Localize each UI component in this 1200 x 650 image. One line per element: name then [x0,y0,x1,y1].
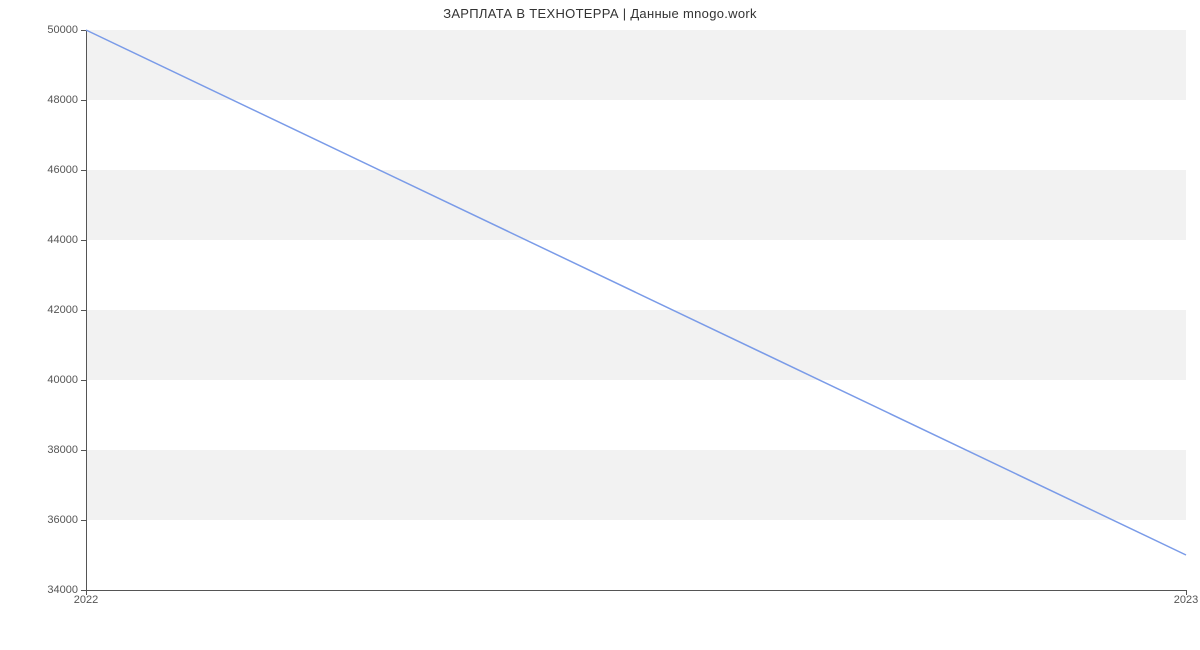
y-tick-label: 38000 [47,444,78,456]
x-tick-label: 2023 [1174,594,1198,606]
series-line [86,30,1186,555]
y-tick-label: 36000 [47,514,78,526]
x-tick-label: 2022 [74,594,98,606]
y-tick-label: 46000 [47,164,78,176]
line-series [86,30,1186,590]
y-tick-label: 44000 [47,234,78,246]
plot-area [86,30,1186,590]
y-tick-label: 42000 [47,304,78,316]
chart-title: ЗАРПЛАТА В ТЕХНОТЕРРА | Данные mnogo.wor… [0,6,1200,21]
x-axis-labels: 2022 2023 [86,590,1186,620]
salary-chart: ЗАРПЛАТА В ТЕХНОТЕРРА | Данные mnogo.wor… [0,0,1200,650]
y-axis-labels: 34000 36000 38000 40000 42000 44000 4600… [0,30,86,590]
y-tick-label: 40000 [47,374,78,386]
y-tick-label: 50000 [47,24,78,36]
y-tick-label: 48000 [47,94,78,106]
